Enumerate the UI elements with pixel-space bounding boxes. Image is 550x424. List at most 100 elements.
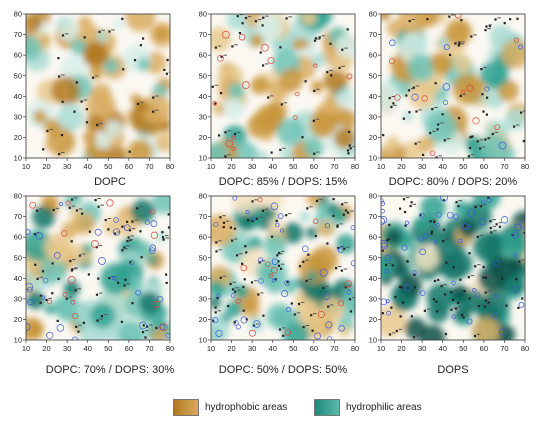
lipid-marker: [68, 206, 71, 209]
lipid-marker: [484, 29, 487, 32]
lipid-marker: [224, 131, 227, 134]
lipid-ring-blue: [327, 336, 333, 340]
lipid-marker: [224, 155, 227, 158]
lipid-marker-label: [477, 264, 481, 266]
y-tick-label: 10: [14, 336, 22, 345]
lipid-ring-red: [513, 37, 520, 43]
lipid-marker: [279, 46, 282, 49]
lipid-marker: [326, 242, 329, 245]
lipid-marker-label: [318, 198, 323, 200]
heatmap-region: [452, 73, 484, 105]
lipid-marker: [58, 153, 61, 156]
lipid-ring-blue: [233, 320, 239, 326]
lipid-ring-red: [225, 139, 234, 148]
lipid-marker-label: [257, 19, 262, 21]
x-tick-label: 60: [480, 344, 488, 353]
lipid-ring-red: [217, 54, 224, 62]
lipid-ring-blue: [212, 317, 219, 324]
lipid-marker-label: [48, 297, 52, 299]
lipid-marker: [276, 254, 279, 257]
lipid-marker: [344, 286, 347, 289]
lipid-marker: [121, 249, 124, 252]
lipid-marker: [482, 110, 485, 113]
lipid-marker: [399, 207, 402, 210]
lipid-marker: [408, 111, 411, 114]
heatmap-region: [309, 111, 337, 138]
lipid-ring-blue: [435, 223, 440, 228]
lipid-ring-red: [91, 240, 99, 248]
lipid-marker: [386, 239, 389, 242]
lipid-marker: [238, 32, 242, 35]
lipid-marker-label: [78, 208, 83, 210]
lipid-marker: [433, 279, 437, 283]
lipid-marker-label: [343, 268, 348, 270]
lipid-ring-blue: [381, 240, 388, 248]
lipid-ring-red: [429, 150, 436, 156]
lipid-marker-label: [74, 267, 78, 269]
heatmap-region: [86, 114, 104, 132]
lipid-marker: [243, 278, 246, 281]
panel-caption-3: DOPC: 80% / DOPS: 20%: [388, 176, 518, 188]
lipid-marker-label: [440, 122, 444, 124]
lipid-ring-blue: [26, 229, 31, 235]
lipid-ring-blue: [381, 216, 388, 224]
lipid-marker: [457, 44, 460, 47]
heatmap-region: [333, 127, 355, 149]
lipid-ring-red: [317, 310, 325, 318]
lipid-markers-5: [212, 196, 355, 340]
lipid-marker: [108, 30, 111, 33]
heatmap-region: [211, 280, 225, 297]
lipid-marker: [338, 66, 341, 69]
y-tick-label: 60: [369, 233, 377, 242]
lipid-marker-label: [237, 131, 241, 133]
lipid-marker: [521, 297, 524, 300]
lipid-ring-blue: [252, 216, 257, 221]
lipid-marker: [459, 94, 462, 97]
x-tick-label: 10: [377, 344, 385, 353]
lipid-marker: [481, 93, 484, 96]
heatmap-region: [223, 97, 245, 119]
lipid-ring-red: [494, 124, 501, 131]
lipid-marker: [443, 139, 446, 142]
lipid-ring-red: [284, 329, 291, 336]
lipid-marker-label: [227, 154, 231, 156]
lipid-marker: [34, 263, 37, 266]
lipid-marker: [242, 285, 245, 289]
lipid-ring-blue: [59, 202, 64, 207]
lipid-ring-red: [265, 261, 271, 267]
lipid-marker: [423, 309, 426, 312]
heatmap-panel-3: 10 20 30 40 50 60 70 80 10 20 30 40 50 60 70 80: [363, 8, 543, 178]
lipid-marker-label: [234, 287, 239, 289]
x-tick-label: 70: [500, 344, 508, 353]
lipid-marker-label: [487, 275, 492, 277]
y-tick-label: 80: [14, 10, 22, 19]
heatmap-region: [211, 296, 222, 309]
lipid-marker: [406, 260, 409, 263]
lipid-ring-blue: [35, 232, 43, 240]
lipid-ring-blue: [314, 332, 322, 340]
heatmap-region: [125, 14, 156, 32]
lipid-marker: [450, 308, 453, 311]
lipid-marker-label: [139, 206, 143, 208]
lipid-marker: [167, 213, 170, 216]
lipid-marker: [254, 20, 257, 23]
lipid-marker: [222, 221, 226, 224]
lipid-marker-label: [426, 308, 431, 310]
lipid-marker: [405, 94, 408, 97]
lipid-marker: [305, 279, 308, 282]
heatmap-region: [381, 80, 401, 112]
heatmap-region: [225, 300, 243, 318]
x-tick-label: 70: [330, 344, 338, 353]
heatmap-region: [53, 295, 75, 317]
lipid-marker: [261, 24, 264, 27]
lipid-marker: [468, 297, 471, 300]
lipid-marker: [97, 205, 100, 208]
lipid-marker-label: [145, 330, 149, 331]
lipid-marker: [278, 328, 282, 331]
lipid-marker-label: [477, 204, 481, 206]
lipid-marker: [56, 319, 59, 322]
lipid-ring-red: [238, 33, 246, 41]
lipid-marker: [429, 220, 432, 223]
y-tick-label: 70: [199, 30, 207, 39]
lipid-marker: [233, 227, 237, 230]
